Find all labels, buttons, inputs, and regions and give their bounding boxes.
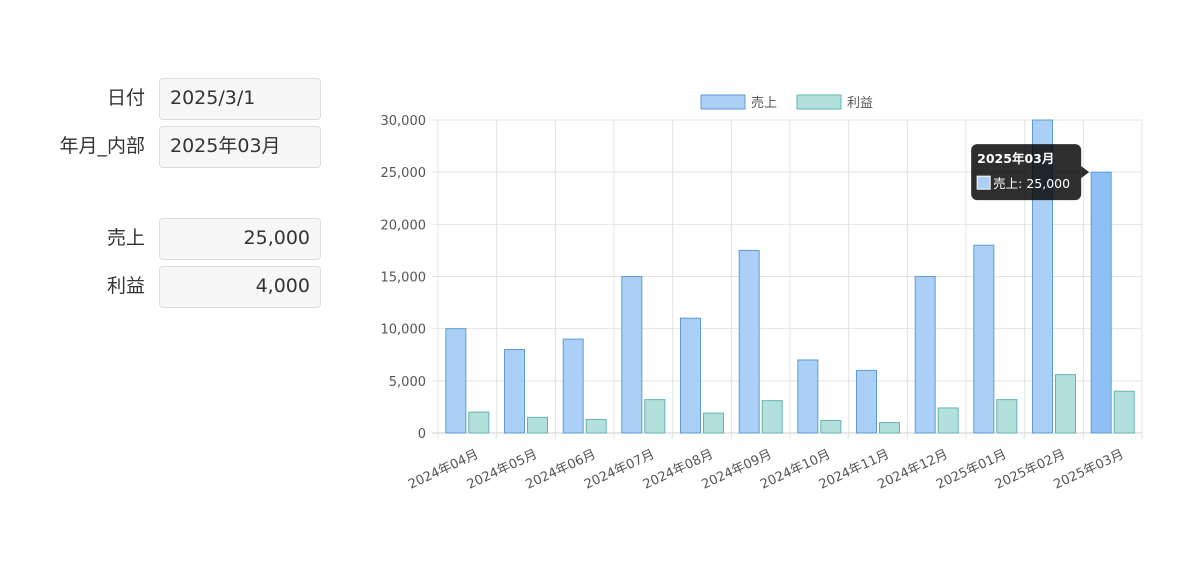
profit-bar [585,418,607,434]
profit-row: 利益 4,000 [40,266,330,310]
y-tick-label: 0 [418,427,426,442]
tooltip-box [971,144,1082,201]
profit-bar [644,399,666,434]
sales-label: 売上 [106,227,145,249]
sales-row: 売上 25,000 [40,218,330,262]
date-label: 日付 [106,87,145,109]
sales-bar [445,328,467,434]
profit-bar [468,411,490,434]
legend-label: 売上 [751,95,777,111]
profit-bar [996,399,1018,434]
y-tick-label: 20,000 [381,218,427,233]
profit-bar [879,422,900,434]
profit-bar [527,416,548,434]
profit-bar [761,400,783,434]
legend-label: 利益 [847,96,873,111]
y-tick-label: 25,000 [381,166,427,181]
sales-bar [973,244,995,434]
profit-bar [937,407,959,434]
profit-bar [1055,374,1076,434]
sales-field[interactable]: 25,000 [159,218,321,260]
yearmonth-row: 年月_内部 2025年03月 [40,126,330,170]
y-tick-label: 30,000 [381,114,427,129]
sales-bar [680,317,701,434]
sales-bar [797,359,819,434]
tooltip-label: 売上: 25,000 [993,176,1070,191]
legend-swatch [700,94,746,110]
tooltip-arrow [1081,166,1090,179]
y-tick-label: 15,000 [381,271,427,286]
sales-bar [504,349,525,434]
yearmonth-label: 年月_内部 [59,135,145,157]
tooltip-title: 2025年03月 [977,151,1054,166]
profit-field[interactable]: 4,000 [159,266,321,308]
sales-profit-chart[interactable]: 05,00010,00015,00020,00025,00030,0002024… [370,80,1160,520]
date-field[interactable]: 2025/3/1 [159,78,321,120]
profit-label: 利益 [106,275,145,297]
date-row: 日付 2025/3/1 [40,78,330,122]
sales-bar [738,249,760,434]
profit-bar [1113,390,1135,434]
profit-bar [820,419,842,434]
y-tick-label: 5,000 [389,375,426,390]
sales-bar [621,276,643,434]
legend-swatch [796,94,842,110]
sales-bar [562,338,584,434]
sales-bar [1090,171,1112,434]
tooltip-swatch [976,175,991,190]
profit-bar [703,412,724,434]
sales-bar [914,276,936,434]
sales-bar [856,369,877,434]
y-tick-label: 10,000 [381,323,427,338]
yearmonth-field[interactable]: 2025年03月 [159,126,321,168]
